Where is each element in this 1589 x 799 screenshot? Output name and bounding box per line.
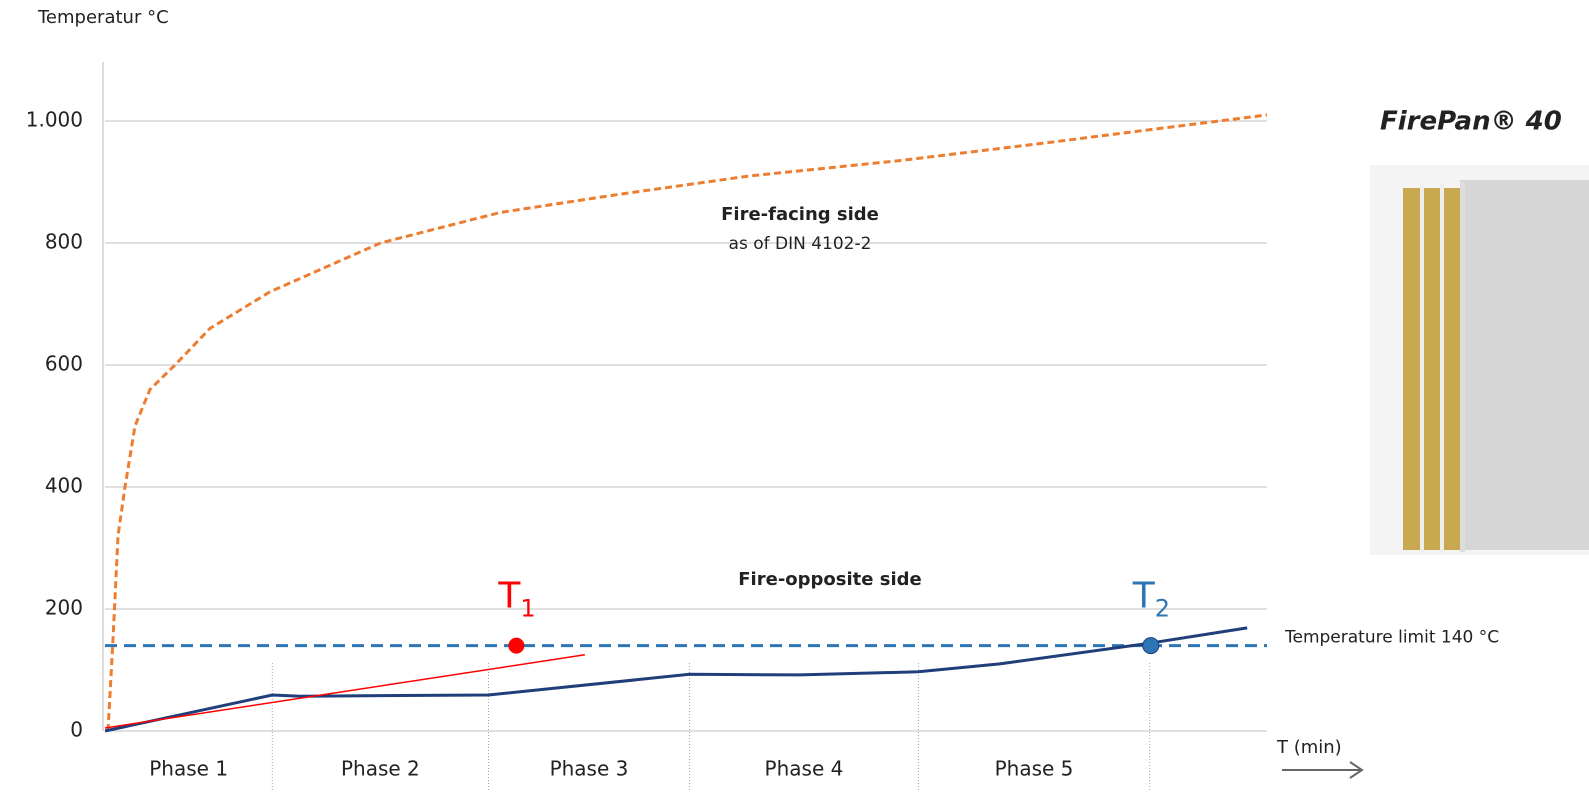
phase-label: Phase 5 [995,757,1074,781]
marker [1142,637,1160,655]
marker-subscript: 1 [520,595,535,623]
marker-label: T1 [497,576,535,623]
phase-label: Phase 3 [550,757,629,781]
phase-label: Phase 4 [765,757,844,781]
marker-subscript: 2 [1155,595,1170,623]
marker-label: T2 [1132,576,1170,623]
annotation: Fire-facing side [721,204,879,225]
series-line [106,113,1268,732]
threshold-label: Temperature limit 140 °C [1284,628,1499,648]
series-line [104,626,1248,733]
product-title: FirePan® 40 [1380,107,1562,137]
marker-letter: T [497,576,521,617]
y-tick-label: 400 [45,474,83,498]
y-axis-label: Temperatur °C [37,7,169,28]
marker [508,637,525,654]
x-arrow [1282,761,1364,779]
y-tick-label: 1.000 [26,108,83,132]
marker-letter: T [1132,576,1156,617]
tangent-line [104,654,586,729]
annotation: Fire-opposite side [738,569,921,590]
y-tick-label: 200 [45,596,83,620]
x-axis-label: T (min) [1276,737,1342,758]
product-image [1370,165,1589,555]
phase-label: Phase 2 [341,757,420,781]
y-tick-label: 0 [70,718,83,742]
y-tick-label: 800 [45,230,83,254]
phase-label: Phase 1 [149,757,228,781]
annotation: as of DIN 4102-2 [729,234,872,254]
y-tick-label: 600 [45,352,83,376]
